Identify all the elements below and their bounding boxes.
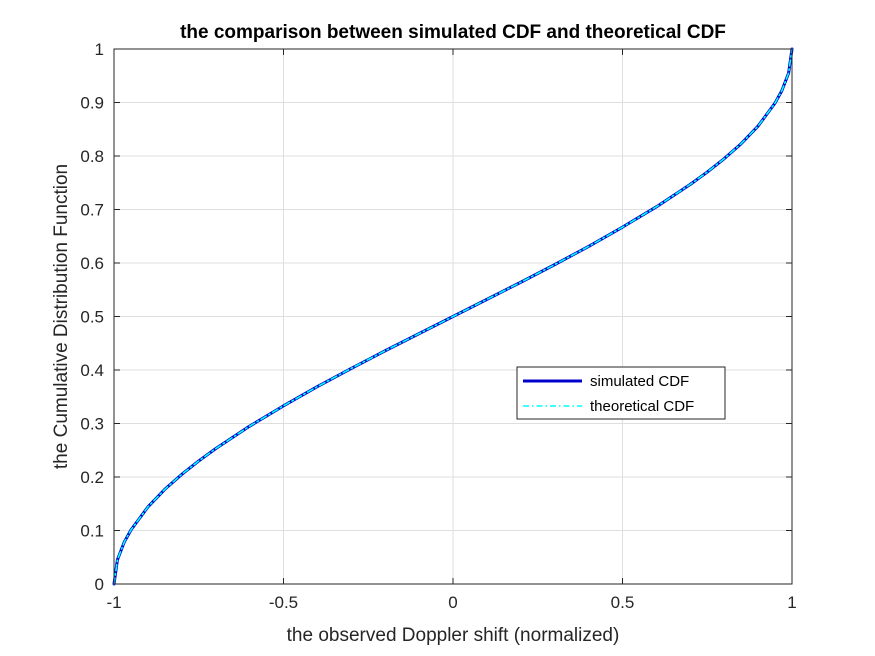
y-tick-label: 0.1	[80, 522, 104, 541]
legend-box	[516, 366, 726, 420]
x-tick-label: -1	[106, 593, 121, 612]
x-tick-label: 0.5	[611, 593, 635, 612]
y-axis-label: the Cumulative Distribution Function	[51, 164, 72, 469]
legend-label-theoretical: theoretical CDF	[590, 398, 694, 415]
y-tick-label: 0.5	[80, 308, 104, 327]
y-tick-label: 0	[95, 575, 104, 594]
legend: simulated CDF theoretical CDF	[516, 366, 726, 420]
x-tick-label: 0	[448, 593, 457, 612]
series-layer	[112, 47, 794, 586]
x-axis-label: the observed Doppler shift (normalized)	[287, 625, 620, 646]
y-tick-label: 0.6	[80, 254, 104, 273]
tick-marks	[113, 48, 793, 585]
y-tick-label: 0.8	[80, 147, 104, 166]
series-line-theoretical	[113, 48, 793, 585]
y-tick-label: 0.4	[80, 361, 104, 380]
y-tick-label: 0.9	[80, 94, 104, 113]
y-tick-label: 0.2	[80, 468, 104, 487]
legend-label-simulated: simulated CDF	[590, 373, 689, 390]
tick-labels: -1 -0.5 0 0.5 1 0 0.1 0.2 0.3 0.4 0.5 0.6 0.7 0.8 0.9 1	[80, 40, 796, 612]
y-tick-label: 0.3	[80, 415, 104, 434]
chart-title: the comparison between simulated CDF and…	[180, 22, 726, 43]
y-tick-label: 0.7	[80, 201, 104, 220]
x-tick-label: -0.5	[269, 593, 298, 612]
x-tick-label: 1	[787, 593, 796, 612]
y-tick-label: 1	[95, 40, 104, 59]
